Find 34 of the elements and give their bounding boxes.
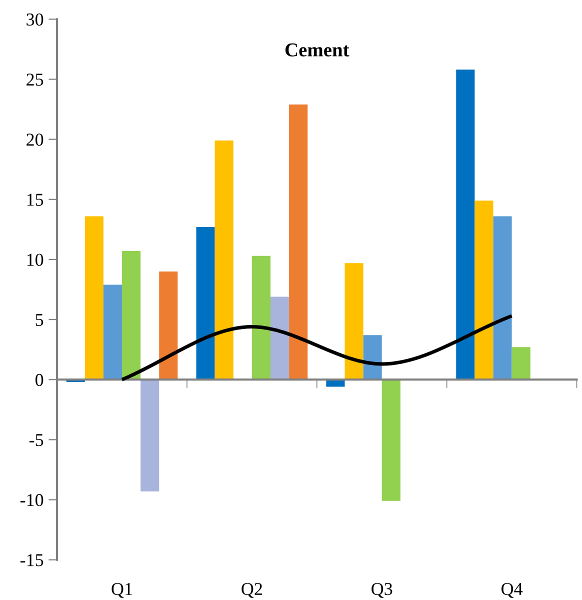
line-series bbox=[120, 314, 514, 382]
y-tick-label: -5 bbox=[29, 434, 44, 446]
y-tick-label: 0 bbox=[36, 374, 44, 386]
bar bbox=[289, 104, 308, 380]
bar bbox=[122, 251, 141, 380]
bar bbox=[326, 380, 345, 387]
x-tick-label: Q3 bbox=[372, 582, 392, 598]
text: Cement bbox=[285, 43, 350, 57]
bar bbox=[270, 296, 290, 380]
x-tick-label: Q1 bbox=[112, 582, 132, 598]
bar bbox=[84, 216, 104, 380]
y-tick-label: 30 bbox=[26, 13, 44, 26]
bar bbox=[493, 216, 512, 380]
bar bbox=[214, 140, 234, 380]
x-tick-label: Q4 bbox=[502, 582, 523, 598]
bar bbox=[363, 335, 382, 380]
bar bbox=[456, 70, 475, 380]
bar bbox=[512, 347, 530, 380]
y-tick-label: 10 bbox=[27, 254, 44, 266]
y-tick-label: 5 bbox=[36, 314, 44, 326]
y-tick-label: -15 bbox=[20, 554, 44, 566]
bar bbox=[140, 380, 160, 492]
bar bbox=[382, 380, 400, 501]
y-tick-label: -10 bbox=[20, 494, 44, 506]
bar bbox=[196, 227, 215, 380]
bar bbox=[252, 256, 270, 380]
y-tick-label: 25 bbox=[26, 74, 44, 86]
y-tick-label: 15 bbox=[27, 194, 44, 206]
bar bbox=[159, 271, 178, 380]
x-tick-label: Q2 bbox=[242, 582, 262, 598]
bar bbox=[474, 200, 494, 380]
y-tick-label: 20 bbox=[26, 134, 44, 146]
bar bbox=[344, 263, 364, 380]
bar bbox=[103, 284, 122, 380]
